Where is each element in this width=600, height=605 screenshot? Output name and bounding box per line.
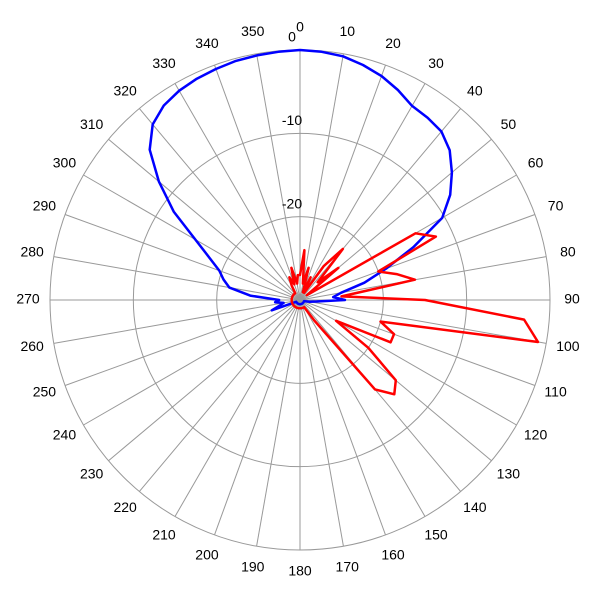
angle-label: 320 <box>113 82 137 98</box>
ring <box>132 132 468 468</box>
spoke <box>299 64 386 301</box>
angle-label: 280 <box>20 243 44 259</box>
ring <box>216 216 384 384</box>
spoke <box>299 299 462 492</box>
angle-label: 170 <box>336 559 360 575</box>
spoke <box>64 214 301 301</box>
angle-label: 310 <box>80 116 104 132</box>
angle-label: 140 <box>463 499 487 515</box>
angle-label: 130 <box>497 466 521 482</box>
spoke <box>214 299 301 536</box>
spoke <box>138 299 301 492</box>
angle-label: 190 <box>241 559 265 575</box>
angle-label: 50 <box>501 116 517 132</box>
pattern-line <box>288 232 540 396</box>
angle-label: 100 <box>556 338 580 354</box>
spoke <box>83 299 301 426</box>
angle-label: 330 <box>152 55 176 71</box>
spoke <box>138 108 301 301</box>
spoke <box>108 299 301 462</box>
angle-label: 200 <box>195 546 219 562</box>
spoke <box>256 299 301 547</box>
spoke <box>256 53 301 301</box>
spoke <box>53 299 301 344</box>
spoke <box>53 256 301 301</box>
angle-label: 20 <box>385 35 401 51</box>
angle-label: 270 <box>16 291 40 307</box>
angle-label: 120 <box>524 427 548 443</box>
spoke <box>83 174 301 301</box>
angle-label: 290 <box>33 198 57 214</box>
angle-label: 10 <box>339 23 355 39</box>
angle-label: 110 <box>544 384 567 400</box>
angle-label: 250 <box>33 384 57 400</box>
spoke <box>299 299 386 536</box>
angle-label: 350 <box>241 23 265 39</box>
angle-label: 340 <box>195 35 219 51</box>
spoke <box>299 53 344 301</box>
angle-label: 210 <box>152 526 176 542</box>
spoke <box>299 214 536 301</box>
spoke <box>174 83 301 301</box>
angle-label: 300 <box>53 155 77 171</box>
spoke <box>214 64 301 301</box>
angle-label: 30 <box>428 55 444 71</box>
spoke <box>64 299 301 386</box>
angle-label: 180 <box>288 563 312 579</box>
angle-label: 150 <box>424 526 448 542</box>
angle-label: 260 <box>20 338 44 354</box>
spoke <box>299 108 462 301</box>
ring-label: -20 <box>282 195 302 211</box>
angle-label: 70 <box>548 198 564 214</box>
angle-label: 80 <box>560 243 576 259</box>
spoke <box>299 83 426 301</box>
spoke <box>299 299 536 386</box>
spoke <box>108 138 301 301</box>
angle-label: 40 <box>467 82 483 98</box>
ring-label: 0 <box>288 29 296 45</box>
spoke <box>299 299 426 517</box>
angle-label: 240 <box>53 427 77 443</box>
ring-label: -10 <box>282 112 302 128</box>
angle-label: 220 <box>113 499 137 515</box>
angle-label: 160 <box>381 546 405 562</box>
angle-label: 60 <box>528 155 544 171</box>
angle-label: 90 <box>564 291 580 307</box>
spoke <box>299 299 547 344</box>
spoke <box>299 299 344 547</box>
pattern-line <box>148 48 454 312</box>
angle-label: 0 <box>296 19 304 35</box>
spoke <box>174 299 301 517</box>
angle-label: 230 <box>80 466 104 482</box>
